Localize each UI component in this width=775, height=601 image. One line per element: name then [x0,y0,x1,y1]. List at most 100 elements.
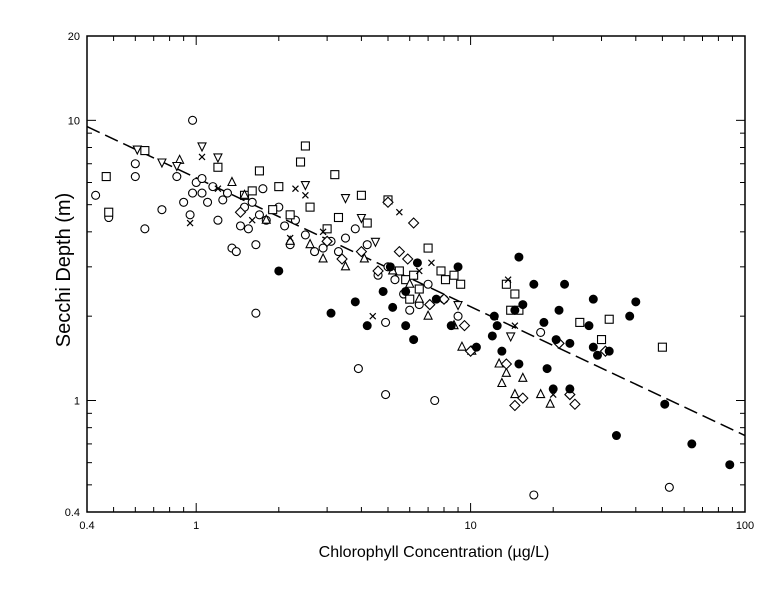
triangle-up-point [414,292,425,303]
triangle-up-point [509,388,520,399]
open-circle-point [197,188,207,198]
triangle-down-point [197,142,207,153]
cross-point [428,259,435,267]
open-circle-point [258,184,268,194]
open-circle-point [381,317,391,327]
cross-point [301,191,309,199]
filled-circle-point [554,305,564,315]
triangle-down-point [132,145,143,156]
diamond-point [569,398,581,410]
diamond-point [424,298,436,311]
triangle-up-point [261,214,272,224]
filled-circle-point [548,384,558,394]
x-tick-label: 100 [736,520,754,532]
triangle-up-point [494,357,504,368]
open-circle-point [243,224,253,234]
cross-point [415,267,423,275]
data-points [91,115,735,500]
filled-circle-point [514,359,524,369]
open-square-point [414,284,424,294]
open-square-point [305,202,315,212]
filled-circle-point [611,431,621,441]
open-circle-point [218,195,228,205]
triangle-down-point [505,332,516,343]
filled-circle-point [497,346,507,356]
open-square-point [423,243,433,253]
open-circle-point [318,243,328,253]
x-tick-label: 10 [464,520,476,532]
filled-circle-point [514,252,524,262]
open-square-point [254,166,264,176]
filled-circle-point [431,294,441,304]
diamond-point [407,217,420,229]
open-square-point [657,342,667,352]
open-circle-point [130,172,140,182]
filled-circle-point [385,262,395,272]
open-circle-point [350,224,360,234]
x-axis-title: Chlorophyll Concentration (µg/L) [319,544,550,561]
triangle-up-point [305,238,315,249]
cross-point [286,234,294,242]
triangle-up-point [545,397,556,408]
filled-circle-point [687,439,697,449]
triangle-up-point [318,252,328,263]
filled-circle-point [401,321,411,331]
open-circle-point [381,390,391,400]
open-square-point [405,294,415,304]
filled-circle-point [378,286,388,296]
open-circle-point [231,247,241,257]
cross-point [549,391,557,398]
open-square-point [440,275,451,285]
filled-circle-point [453,262,463,272]
diamond-point [509,399,521,412]
filled-circle-point [529,279,539,289]
open-square-point [295,157,306,167]
triangle-down-point [340,194,351,204]
triangle-up-point [501,367,512,377]
filled-circle-point [326,308,336,318]
open-circle-point [333,247,344,257]
open-square-point [409,270,419,280]
filled-circle-point [588,342,598,352]
open-square-point [140,146,150,156]
diamond-point [438,293,450,305]
open-square-point [322,224,332,234]
filled-circle-point [565,384,575,394]
diamond-point [372,265,384,277]
open-square-point [604,314,614,324]
diamond-point [321,235,333,248]
diamond-point [393,245,406,258]
x-axis: 0.4 1 10 100 [79,36,754,532]
open-circle-point [197,173,207,184]
open-circle-point [390,275,400,285]
y-tick-label: 20 [68,31,80,43]
cross-point [395,208,403,216]
open-square-point [300,141,310,151]
filled-circle-point [274,266,284,276]
open-square-point [356,190,366,200]
diamond-point [500,358,513,370]
open-square-point [274,182,284,192]
x-tick-label: 1 [193,520,199,532]
filled-circle-point [539,317,549,327]
dashed-trend-line [86,125,746,437]
diamond-point [401,253,414,265]
triangle-up-point [517,372,528,382]
open-square-point [330,170,340,180]
open-circle-point [185,210,195,220]
open-square-point [104,207,114,217]
open-square-point [285,210,295,220]
open-circle-point [664,482,674,492]
filled-circle-point [518,300,528,310]
open-circle-point [140,224,150,234]
open-circle-point [529,490,539,500]
open-circle-point [453,311,463,321]
filled-circle-point [487,331,497,341]
filled-circle-point [401,286,411,296]
plot-frame [86,35,746,513]
filled-circle-point [625,311,635,321]
open-circle-point [235,221,246,231]
triangle-up-point [423,309,433,320]
y-axis-title: Secchi Depth (m) [53,193,75,348]
open-square-point [213,162,223,172]
